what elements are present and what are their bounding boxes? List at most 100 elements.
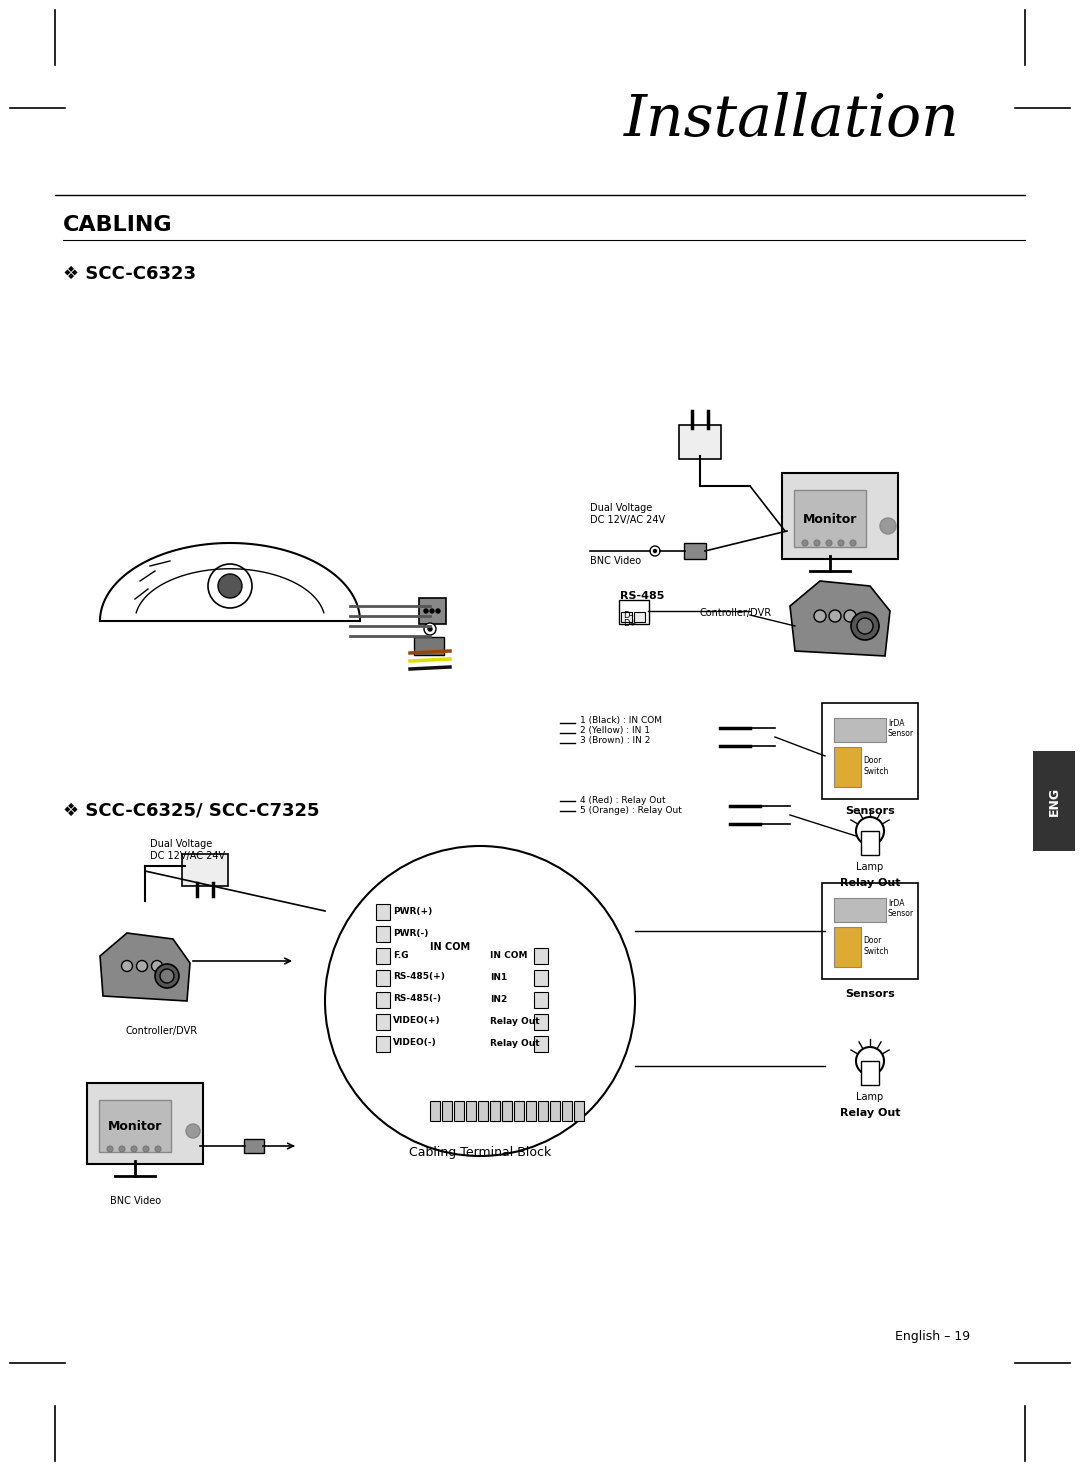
FancyBboxPatch shape [99, 1100, 171, 1152]
Circle shape [131, 1146, 137, 1152]
Text: Cabling Terminal Block: Cabling Terminal Block [409, 1146, 551, 1159]
FancyBboxPatch shape [782, 474, 897, 559]
Text: Relay Out: Relay Out [840, 1108, 901, 1118]
FancyBboxPatch shape [794, 490, 866, 547]
FancyBboxPatch shape [534, 1014, 548, 1030]
Text: VIDEO(+): VIDEO(+) [393, 1016, 441, 1025]
FancyBboxPatch shape [183, 855, 228, 886]
FancyBboxPatch shape [861, 831, 879, 855]
Text: IrDA
Sensor: IrDA Sensor [888, 899, 914, 918]
Text: 2 (Yellow) : IN 1: 2 (Yellow) : IN 1 [580, 727, 650, 736]
Polygon shape [100, 933, 190, 1000]
FancyBboxPatch shape [822, 883, 918, 980]
FancyBboxPatch shape [478, 1100, 488, 1121]
FancyBboxPatch shape [534, 991, 548, 1008]
Text: VIDEO(-): VIDEO(-) [393, 1039, 436, 1047]
FancyBboxPatch shape [573, 1100, 584, 1121]
Text: 5 (Orange) : Relay Out: 5 (Orange) : Relay Out [580, 806, 681, 815]
Circle shape [829, 610, 841, 622]
Text: D-: D- [623, 610, 633, 619]
Circle shape [856, 1047, 885, 1075]
FancyBboxPatch shape [490, 1100, 500, 1121]
Circle shape [119, 1146, 125, 1152]
Circle shape [136, 961, 148, 971]
FancyBboxPatch shape [376, 969, 390, 986]
Text: IN1: IN1 [490, 972, 508, 981]
FancyBboxPatch shape [376, 1036, 390, 1052]
Text: English – 19: English – 19 [895, 1330, 970, 1343]
Text: Lamp: Lamp [856, 1091, 883, 1102]
Circle shape [436, 609, 440, 613]
Circle shape [802, 540, 808, 546]
FancyBboxPatch shape [679, 425, 721, 459]
FancyBboxPatch shape [514, 1100, 524, 1121]
Text: 1 (Black) : IN COM: 1 (Black) : IN COM [580, 716, 662, 725]
Text: Relay Out: Relay Out [490, 1016, 540, 1025]
Text: RS-485(+): RS-485(+) [393, 972, 445, 981]
Circle shape [843, 610, 856, 622]
Text: Lamp: Lamp [856, 862, 883, 872]
Text: PWR(+): PWR(+) [393, 906, 432, 915]
Circle shape [650, 546, 660, 556]
FancyBboxPatch shape [619, 600, 649, 624]
Polygon shape [789, 581, 890, 656]
FancyBboxPatch shape [454, 1100, 464, 1121]
Text: Monitor: Monitor [108, 1119, 162, 1133]
FancyBboxPatch shape [490, 1100, 500, 1121]
Text: Relay Out: Relay Out [840, 878, 901, 888]
Text: BNC Video: BNC Video [110, 1196, 161, 1206]
FancyBboxPatch shape [621, 612, 632, 622]
Text: IN COM: IN COM [490, 950, 527, 959]
Text: IN2: IN2 [490, 994, 508, 1003]
FancyBboxPatch shape [376, 947, 390, 964]
Text: Dual Voltage
DC 12V/AC 24V: Dual Voltage DC 12V/AC 24V [150, 838, 225, 861]
Text: CABLING: CABLING [63, 215, 173, 235]
Text: IrDA
Sensor: IrDA Sensor [888, 719, 914, 738]
FancyBboxPatch shape [244, 1139, 264, 1153]
FancyBboxPatch shape [834, 747, 861, 787]
FancyBboxPatch shape [822, 703, 918, 799]
Circle shape [424, 624, 436, 635]
Text: PWR(-): PWR(-) [393, 928, 429, 937]
FancyBboxPatch shape [87, 1083, 203, 1164]
Text: RS-485: RS-485 [620, 591, 664, 602]
Circle shape [156, 964, 179, 989]
Circle shape [826, 540, 832, 546]
Circle shape [151, 961, 162, 971]
FancyBboxPatch shape [634, 612, 645, 622]
Circle shape [851, 612, 879, 640]
FancyBboxPatch shape [442, 1100, 453, 1121]
Text: Monitor: Monitor [802, 512, 858, 525]
FancyBboxPatch shape [502, 1100, 512, 1121]
FancyBboxPatch shape [834, 897, 886, 922]
Text: IN COM: IN COM [430, 941, 470, 952]
FancyBboxPatch shape [414, 637, 444, 655]
FancyBboxPatch shape [1032, 752, 1075, 852]
FancyBboxPatch shape [376, 991, 390, 1008]
FancyBboxPatch shape [834, 718, 886, 741]
Circle shape [121, 961, 133, 971]
Circle shape [856, 816, 885, 844]
Text: ENG: ENG [1048, 787, 1061, 815]
FancyBboxPatch shape [465, 1100, 476, 1121]
Circle shape [186, 1124, 200, 1139]
Text: Controller/DVR: Controller/DVR [125, 1025, 198, 1036]
FancyBboxPatch shape [562, 1100, 572, 1121]
Circle shape [430, 609, 434, 613]
Text: Controller/DVR: Controller/DVR [700, 608, 772, 618]
FancyBboxPatch shape [376, 1014, 390, 1030]
FancyBboxPatch shape [376, 927, 390, 941]
FancyBboxPatch shape [419, 599, 446, 624]
Text: 4 (Red) : Relay Out: 4 (Red) : Relay Out [580, 796, 665, 805]
Text: Dual Voltage
DC 12V/AC 24V: Dual Voltage DC 12V/AC 24V [590, 503, 665, 525]
Text: ❖ SCC-C6325/ SCC-C7325: ❖ SCC-C6325/ SCC-C7325 [63, 802, 320, 819]
Circle shape [428, 627, 432, 631]
Text: Installation: Installation [624, 91, 960, 149]
FancyBboxPatch shape [861, 1061, 879, 1086]
FancyBboxPatch shape [526, 1100, 536, 1121]
FancyBboxPatch shape [538, 1100, 548, 1121]
Circle shape [156, 1146, 161, 1152]
FancyBboxPatch shape [376, 905, 390, 919]
Circle shape [107, 1146, 113, 1152]
Circle shape [858, 618, 873, 634]
